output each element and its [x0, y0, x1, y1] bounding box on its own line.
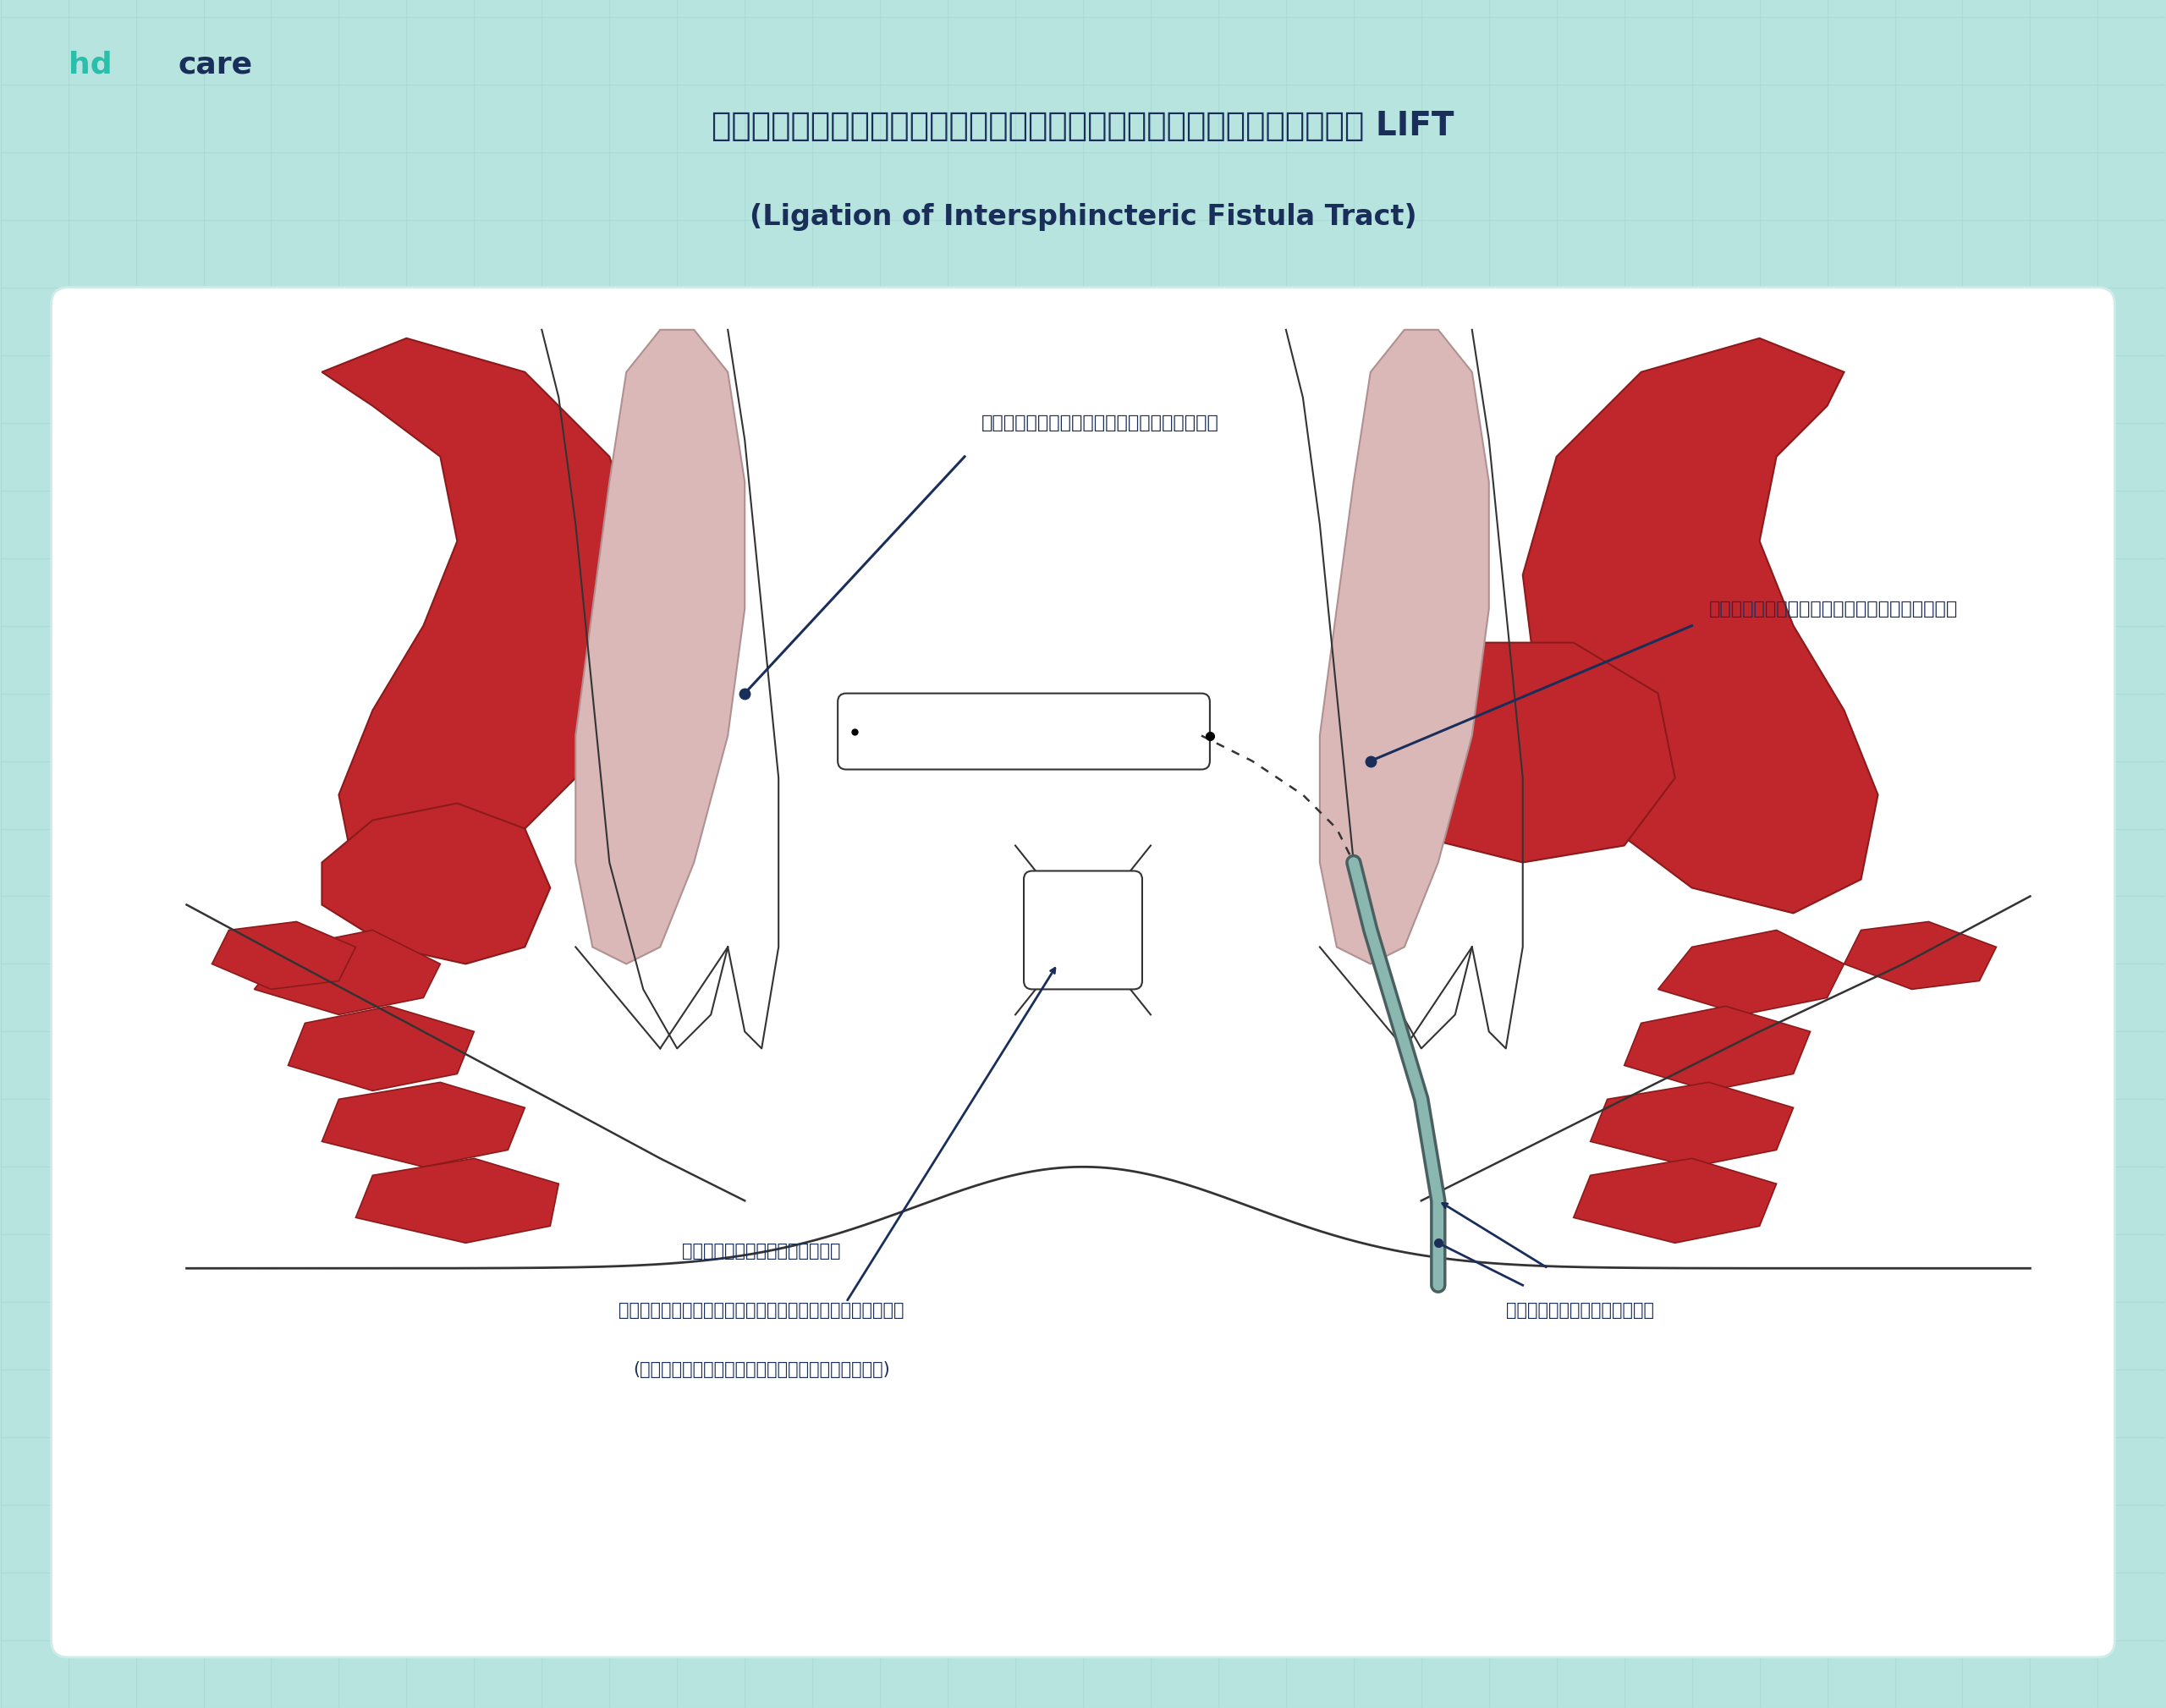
Polygon shape — [355, 1158, 559, 1243]
Text: care: care — [178, 51, 253, 80]
Polygon shape — [1523, 338, 1878, 914]
FancyBboxPatch shape — [838, 693, 1211, 769]
FancyBboxPatch shape — [1025, 871, 1141, 989]
Polygon shape — [323, 338, 643, 905]
Text: (Ligation of Intersphincteric Fistula Tract): (Ligation of Intersphincteric Fistula Tr… — [749, 203, 1417, 231]
Polygon shape — [323, 803, 550, 963]
Text: ช่องว่างระหว่าง: ช่องว่างระหว่าง — [682, 1243, 840, 1261]
Polygon shape — [1336, 642, 1674, 863]
Polygon shape — [253, 931, 440, 1015]
Polygon shape — [323, 1083, 524, 1167]
Polygon shape — [1573, 1158, 1776, 1243]
Text: กล้ามเนื้อหูรูดชั้นใน: กล้ามเนื้อหูรูดชั้นใน — [981, 415, 1219, 430]
Text: กล้ามเนื้อหูรูดชั้นในและนอก: กล้ามเนื้อหูรูดชั้นในและนอก — [619, 1301, 905, 1319]
Polygon shape — [1319, 330, 1488, 963]
Polygon shape — [1657, 931, 1843, 1015]
Polygon shape — [1843, 922, 1997, 989]
Polygon shape — [212, 922, 355, 989]
Text: โพรงฝีคัณฑสูตร: โพรงฝีคัณฑสูตร — [1505, 1301, 1655, 1319]
Text: hd: hd — [67, 51, 113, 80]
Polygon shape — [288, 1006, 474, 1091]
FancyBboxPatch shape — [52, 287, 2114, 1657]
Text: (บริเวณที่เกิดฝีคัณฑสูตร): (บริเวณที่เกิดฝีคัณฑสูตร) — [632, 1361, 890, 1378]
Text: กล้ามเนื้อหูรูดชั้นนอก: กล้ามเนื้อหูรูดชั้นนอก — [1709, 600, 1958, 617]
Text: แบบจำลองการผ่าตัดผูกท่อฝีคัณฑสูตร LIFT: แบบจำลองการผ่าตัดผูกท่อฝีคัณฑสูตร LIFT — [713, 109, 1453, 142]
Polygon shape — [1590, 1083, 1793, 1167]
Polygon shape — [1624, 1006, 1811, 1091]
Polygon shape — [576, 330, 745, 963]
